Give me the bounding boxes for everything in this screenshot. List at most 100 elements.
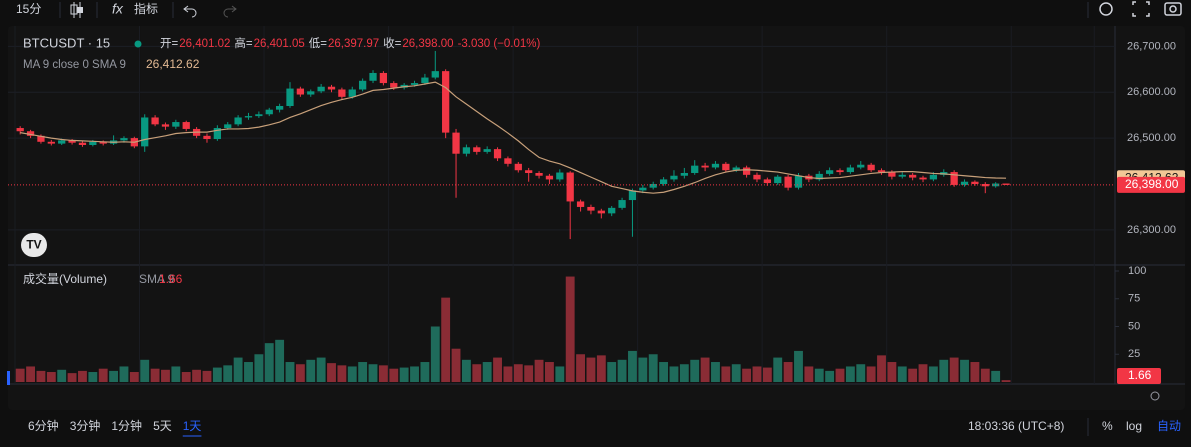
volume-bar <box>233 357 243 382</box>
volume-bar <box>109 370 119 382</box>
candle-body <box>846 167 855 173</box>
candle-body <box>359 80 367 90</box>
volume-bar <box>399 367 409 382</box>
auto-toggle[interactable]: 自动 <box>1157 419 1181 433</box>
undo-icon[interactable] <box>183 5 197 18</box>
ma-line <box>20 81 1007 194</box>
volume-tag <box>1117 368 1161 384</box>
volume-bar <box>67 373 77 382</box>
volume-bar <box>244 362 253 382</box>
ohlc-value: 26,401.02 <box>179 38 230 50</box>
volume-bar <box>327 363 336 382</box>
candle-body <box>836 170 844 173</box>
ohlc-key: 低= <box>309 37 327 50</box>
candle-body <box>711 163 720 168</box>
candle-body <box>691 165 699 173</box>
volume-bar <box>638 357 648 382</box>
range-button[interactable]: 1天 <box>183 419 202 433</box>
volume-bar <box>970 362 980 382</box>
volume-bar <box>773 357 783 382</box>
candle-body <box>37 135 45 142</box>
volume-bar <box>752 366 762 382</box>
candle-body <box>763 179 771 184</box>
candle-body <box>410 83 419 85</box>
volume-bar <box>358 362 368 382</box>
volume-bar <box>908 368 918 382</box>
volume-bar <box>576 354 585 382</box>
volume-bar <box>856 364 866 382</box>
candle-body <box>265 109 273 115</box>
candle-body <box>649 184 657 188</box>
y-tick-label: 26,500.00 <box>1127 132 1176 144</box>
last-price-tag <box>1117 176 1185 193</box>
volume-bar <box>264 343 274 382</box>
volume-bar <box>918 364 928 382</box>
volume-bar <box>503 366 513 382</box>
volume-bar <box>150 368 160 382</box>
candle-body <box>888 172 896 177</box>
volume-bar <box>648 354 658 382</box>
volume-bar <box>129 372 139 382</box>
redo-icon[interactable] <box>223 5 237 18</box>
volume-bar <box>98 368 108 382</box>
clock: 18:03:36 (UTC+8) <box>968 419 1064 433</box>
volume-bar <box>607 362 617 382</box>
candle-body <box>286 88 294 106</box>
candle-body <box>338 89 346 97</box>
volume-bar <box>897 366 907 382</box>
candle-body <box>431 71 439 78</box>
candle-body <box>742 167 751 175</box>
range-button[interactable]: 1分钟 <box>111 418 142 433</box>
ohlc-value: 26,398.00 <box>402 38 453 50</box>
candle-body <box>566 172 574 202</box>
axis-settings-icon[interactable] <box>1150 391 1160 401</box>
candle-body <box>618 200 626 208</box>
candle-body <box>971 181 979 184</box>
volume-bar <box>565 276 575 382</box>
range-button[interactable]: 3分钟 <box>70 418 101 433</box>
candle-body <box>317 86 325 92</box>
ohlc-value: 26,401.05 <box>254 38 305 50</box>
candle-body <box>26 131 35 136</box>
volume-tick-label: 75 <box>1128 293 1140 305</box>
log-toggle[interactable]: log <box>1126 419 1142 433</box>
candle-body <box>348 89 356 97</box>
volume-bar <box>57 369 67 382</box>
volume-bar <box>877 355 886 382</box>
candle-body <box>452 132 460 154</box>
volume-bar <box>731 364 741 382</box>
symbol-title: BTCUSDT · 15 <box>23 35 110 50</box>
indicator-icon[interactable]: fx <box>112 1 124 17</box>
snapshot-icon[interactable] <box>1164 2 1182 16</box>
fullscreen-icon[interactable] <box>1132 1 1150 17</box>
volume-bar <box>389 368 399 382</box>
volume-bar <box>337 365 347 382</box>
settings-icon[interactable] <box>1099 2 1113 16</box>
candle-body <box>213 128 221 140</box>
volume-bar <box>410 366 419 382</box>
candle-body <box>151 117 159 125</box>
candle-body <box>545 175 554 180</box>
candle-body <box>473 147 481 152</box>
candle-body <box>390 83 398 88</box>
y-tick-label: 26,300.00 <box>1127 224 1176 236</box>
candle-body <box>815 173 823 180</box>
indicator-button[interactable]: 指标 <box>134 1 158 16</box>
volume-bar <box>814 368 824 382</box>
range-button[interactable]: 6分钟 <box>28 418 59 433</box>
candle-body <box>47 141 55 144</box>
candle-body <box>78 142 87 145</box>
y-tick-label: 26,700.00 <box>1127 40 1176 52</box>
ohlc-key: 收= <box>383 36 401 50</box>
volume-bar <box>368 364 378 382</box>
volume-bar <box>171 366 181 382</box>
range-button[interactable]: 5天 <box>153 419 172 433</box>
volume-bar <box>586 357 596 382</box>
percent-toggle[interactable]: % <box>1102 419 1113 433</box>
volume-bar <box>534 359 544 382</box>
candle-body <box>327 86 336 90</box>
volume-bar <box>461 359 471 382</box>
candle-type-icon[interactable] <box>70 2 83 18</box>
interval-button[interactable]: 15分 <box>16 2 41 16</box>
